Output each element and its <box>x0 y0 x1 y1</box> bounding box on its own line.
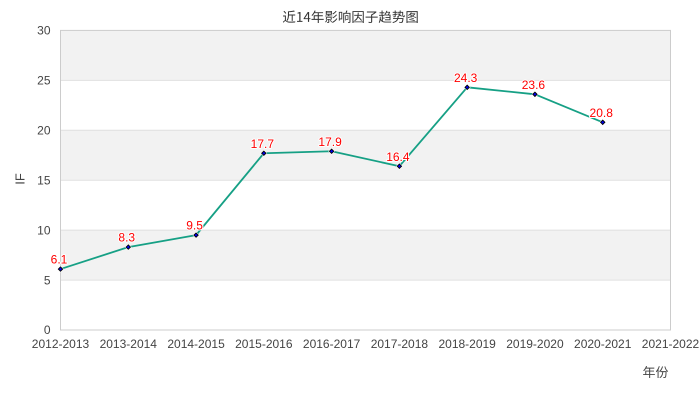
svg-text:8.3: 8.3 <box>118 231 135 245</box>
svg-text:17.9: 17.9 <box>318 135 342 149</box>
svg-text:20.8: 20.8 <box>590 106 614 120</box>
svg-text:23.6: 23.6 <box>522 78 546 92</box>
svg-text:24.3: 24.3 <box>454 71 478 85</box>
svg-text:2018-2019: 2018-2019 <box>438 337 496 351</box>
svg-text:2015-2016: 2015-2016 <box>235 337 293 351</box>
svg-text:IF: IF <box>12 173 27 185</box>
svg-text:20: 20 <box>37 123 51 137</box>
svg-text:10: 10 <box>37 223 51 237</box>
svg-text:2021-2022: 2021-2022 <box>642 337 700 351</box>
svg-text:2012-2013: 2012-2013 <box>32 337 90 351</box>
svg-text:17.7: 17.7 <box>251 137 275 151</box>
svg-text:16.4: 16.4 <box>386 150 410 164</box>
svg-text:25: 25 <box>37 74 51 88</box>
svg-text:6.1: 6.1 <box>51 253 68 267</box>
svg-text:2017-2018: 2017-2018 <box>371 337 429 351</box>
svg-text:2014-2015: 2014-2015 <box>167 337 225 351</box>
svg-text:2020-2021: 2020-2021 <box>574 337 632 351</box>
svg-text:5: 5 <box>44 273 51 287</box>
svg-text:0: 0 <box>44 323 51 337</box>
svg-text:15: 15 <box>37 173 51 187</box>
svg-text:30: 30 <box>37 24 51 38</box>
svg-text:2016-2017: 2016-2017 <box>303 337 361 351</box>
svg-text:2019-2020: 2019-2020 <box>506 337 564 351</box>
svg-text:9.5: 9.5 <box>186 219 203 233</box>
svg-text:2013-2014: 2013-2014 <box>100 337 158 351</box>
